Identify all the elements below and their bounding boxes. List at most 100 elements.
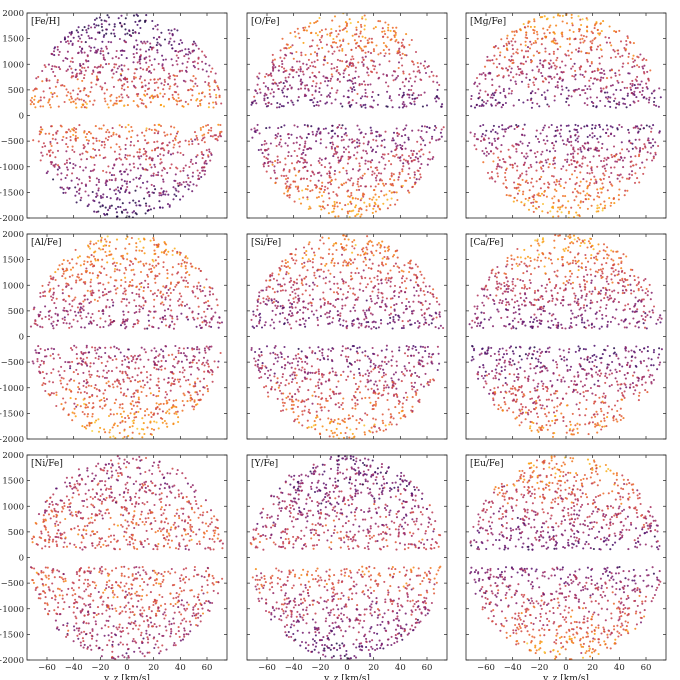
data-point — [145, 127, 148, 130]
data-point — [374, 193, 377, 196]
data-point — [406, 161, 409, 164]
data-point — [632, 92, 635, 95]
data-point — [505, 42, 508, 45]
data-point — [76, 93, 79, 96]
data-point — [100, 356, 103, 359]
data-point — [514, 80, 517, 83]
data-point — [138, 151, 141, 154]
data-point — [161, 421, 164, 424]
data-point — [196, 84, 199, 88]
data-point — [522, 63, 525, 66]
data-point — [342, 182, 346, 185]
data-point — [319, 41, 322, 44]
data-point — [542, 80, 545, 83]
data-point — [491, 78, 494, 81]
data-point — [560, 211, 563, 214]
data-point — [160, 348, 163, 351]
data-point — [500, 144, 503, 147]
data-point — [526, 46, 530, 49]
data-point — [85, 150, 88, 153]
data-point — [78, 45, 81, 48]
data-point — [570, 159, 573, 162]
data-point — [398, 106, 401, 109]
data-point — [174, 410, 178, 414]
data-point — [137, 261, 140, 264]
data-point — [94, 349, 97, 352]
data-point — [580, 127, 583, 130]
data-point — [562, 165, 565, 168]
data-point — [310, 61, 313, 64]
data-point — [330, 44, 333, 47]
data-point — [67, 187, 70, 190]
data-point — [111, 383, 114, 386]
data-point — [576, 190, 579, 193]
data-point — [206, 390, 210, 393]
data-point — [166, 425, 169, 428]
data-point — [65, 88, 68, 91]
data-point — [394, 33, 397, 36]
data-point — [534, 135, 538, 138]
data-point — [311, 39, 314, 42]
data-point — [393, 155, 396, 158]
data-point — [90, 254, 93, 257]
data-point — [612, 93, 615, 96]
data-point — [410, 88, 413, 92]
data-point — [161, 169, 164, 172]
data-point — [277, 69, 280, 72]
data-point — [124, 147, 127, 150]
data-point — [60, 365, 63, 368]
data-point — [128, 154, 131, 157]
data-point — [39, 363, 42, 366]
data-point — [286, 144, 289, 147]
data-point — [648, 96, 651, 99]
data-point — [386, 198, 389, 201]
data-point — [147, 413, 150, 416]
data-point — [610, 132, 613, 135]
data-point — [101, 258, 104, 261]
data-point — [120, 210, 123, 213]
data-point — [135, 416, 138, 419]
data-point — [586, 30, 589, 33]
data-point — [505, 194, 508, 197]
data-point — [132, 325, 135, 328]
data-point — [390, 38, 393, 41]
data-point — [318, 187, 321, 190]
data-point — [79, 357, 82, 360]
data-point — [389, 29, 392, 32]
data-point — [107, 209, 110, 212]
data-point — [186, 257, 189, 260]
data-point — [71, 305, 74, 308]
data-point — [178, 100, 181, 103]
data-point — [173, 193, 176, 196]
data-point — [397, 156, 400, 159]
data-point — [595, 96, 599, 99]
data-point — [556, 81, 559, 84]
data-point — [135, 213, 138, 216]
data-point — [519, 43, 522, 46]
data-point — [395, 26, 398, 29]
data-point — [118, 153, 121, 156]
data-point — [581, 18, 584, 21]
data-point — [88, 45, 91, 48]
data-point — [299, 65, 302, 69]
data-point — [626, 36, 629, 40]
data-point — [286, 194, 289, 197]
data-point — [47, 63, 50, 66]
data-point — [164, 58, 167, 61]
data-point — [82, 305, 85, 308]
data-point — [189, 262, 192, 265]
data-point — [153, 347, 156, 350]
data-point — [494, 180, 497, 183]
data-point — [542, 194, 545, 197]
data-point — [486, 59, 489, 62]
data-point — [621, 54, 624, 57]
data-point — [135, 13, 138, 16]
data-point — [530, 97, 533, 100]
data-point — [516, 52, 519, 55]
data-point — [78, 72, 81, 75]
data-point — [412, 150, 415, 153]
data-point — [322, 75, 325, 78]
data-point — [119, 351, 122, 354]
data-point — [106, 103, 109, 106]
data-point — [68, 303, 71, 306]
